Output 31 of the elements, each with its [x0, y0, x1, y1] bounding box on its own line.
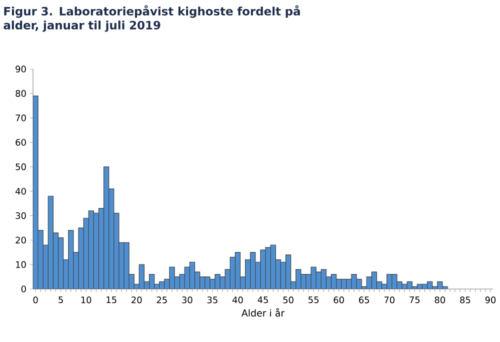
x-tick-label: 85: [460, 296, 470, 304]
y-tick-label: 80: [16, 90, 26, 97]
y-tick-label: 50: [16, 163, 26, 170]
x-tick-label: 20: [132, 296, 142, 304]
x-tick-label: 90: [485, 296, 496, 304]
x-tick-label: 35: [207, 296, 218, 304]
x-tick-label: 45: [258, 296, 268, 304]
x-tick-label: 40: [232, 296, 243, 304]
chart-title: Figur 3. Laboratoriepåvist kighoste fordelt på alder, januar til juli 2019: [4, 5, 300, 32]
x-tick-label: 80: [434, 296, 446, 304]
x-tick-label: 55: [308, 296, 318, 304]
x-tick-label: 5: [58, 296, 63, 304]
y-tick-label: 70: [16, 114, 26, 122]
x-tick-label: 15: [106, 296, 116, 304]
x-tick-label: 30: [182, 296, 192, 304]
y-tick-label: 90: [16, 66, 26, 72]
y-tick-label: 0: [21, 286, 26, 292]
x-axis-title: Alder i år: [242, 308, 285, 317]
x-tick-label: 65: [359, 296, 370, 304]
x-tick-label: 10: [81, 296, 92, 304]
x-tick-label: 75: [410, 296, 420, 304]
y-tick-label: 30: [16, 212, 26, 220]
x-tick-label: 60: [334, 296, 344, 304]
x-tick-label: 0: [33, 296, 38, 304]
x-tick-label: 50: [283, 296, 294, 304]
y-tick-label: 20: [16, 236, 26, 244]
y-tick-label: 10: [16, 261, 26, 268]
x-tick-label: 70: [384, 296, 394, 304]
y-tick-label: 60: [16, 138, 26, 146]
x-tick-label: 25: [156, 296, 167, 304]
y-tick-label: 40: [16, 188, 26, 195]
